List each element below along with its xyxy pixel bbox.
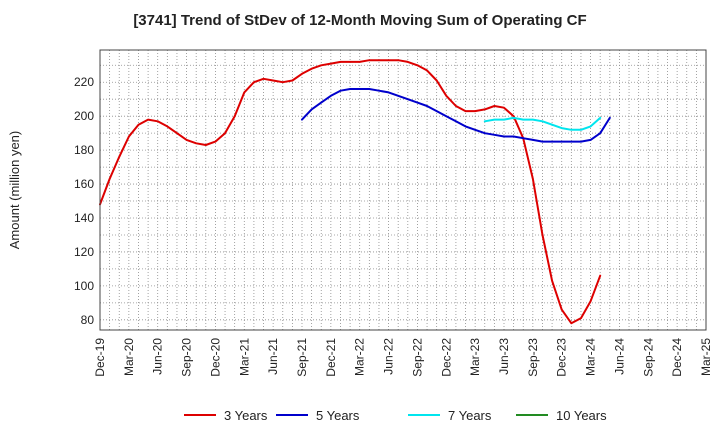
- y-axis-label: Amount (million yen): [7, 131, 22, 250]
- y-ticks: 80 100 120 140 160 180 200 220: [74, 75, 94, 327]
- x-tick-label: Mar-22: [353, 338, 367, 376]
- x-tick-label: Jun-23: [497, 338, 511, 375]
- x-tick-label: Dec-19: [93, 338, 107, 377]
- y-tick-label: 220: [74, 75, 94, 89]
- x-tick-label: Dec-21: [324, 338, 338, 377]
- x-tick-label: Dec-24: [670, 338, 684, 377]
- x-tick-label: Sep-20: [180, 338, 194, 377]
- x-tick-label: Jun-22: [382, 338, 396, 375]
- x-tick-label: Sep-23: [526, 338, 540, 377]
- series-line-3-years: [99, 59, 602, 325]
- y-tick-label: 140: [74, 211, 94, 225]
- x-tick-label: Dec-20: [208, 338, 222, 377]
- chart-title: [3741] Trend of StDev of 12-Month Moving…: [133, 12, 587, 29]
- x-ticks: Dec-19 Mar-20 Jun-20 Sep-20 Dec-20 Mar-21 Jun-…: [93, 338, 713, 377]
- y-tick-label: 160: [74, 177, 94, 191]
- x-tick-label: Jun-24: [612, 338, 626, 375]
- y-tick-label: 80: [81, 313, 95, 327]
- x-tick-label: Dec-23: [555, 338, 569, 377]
- series-layer: [99, 59, 611, 325]
- x-tick-label: Dec-22: [439, 338, 453, 377]
- x-tick-label: Mar-21: [237, 338, 251, 376]
- y-tick-label: 120: [74, 245, 94, 259]
- series-line-5-years: [301, 88, 611, 143]
- legend-label: 3 Years: [224, 408, 268, 423]
- plot-area: [100, 50, 706, 330]
- x-tick-label: Mar-24: [584, 338, 598, 376]
- x-tick-label: Sep-22: [410, 338, 424, 377]
- y-tick-label: 200: [74, 109, 94, 123]
- x-tick-label: Mar-25: [699, 338, 713, 376]
- legend-label: 7 Years: [448, 408, 492, 423]
- grid-lines: [100, 50, 706, 330]
- series-line-7-years: [483, 116, 602, 131]
- y-tick-label: 180: [74, 143, 94, 157]
- legend: 3 Years 5 Years 7 Years 10 Years: [184, 408, 607, 423]
- x-tick-label: Mar-20: [122, 338, 136, 376]
- legend-label: 5 Years: [316, 408, 360, 423]
- x-tick-label: Jun-21: [266, 338, 280, 375]
- x-tick-label: Mar-23: [468, 338, 482, 376]
- x-tick-label: Jun-20: [151, 338, 165, 375]
- x-tick-label: Sep-24: [641, 338, 655, 377]
- plot-frame: [99, 49, 707, 331]
- y-tick-label: 100: [74, 279, 94, 293]
- legend-label: 10 Years: [556, 408, 607, 423]
- x-tick-label: Sep-21: [295, 338, 309, 377]
